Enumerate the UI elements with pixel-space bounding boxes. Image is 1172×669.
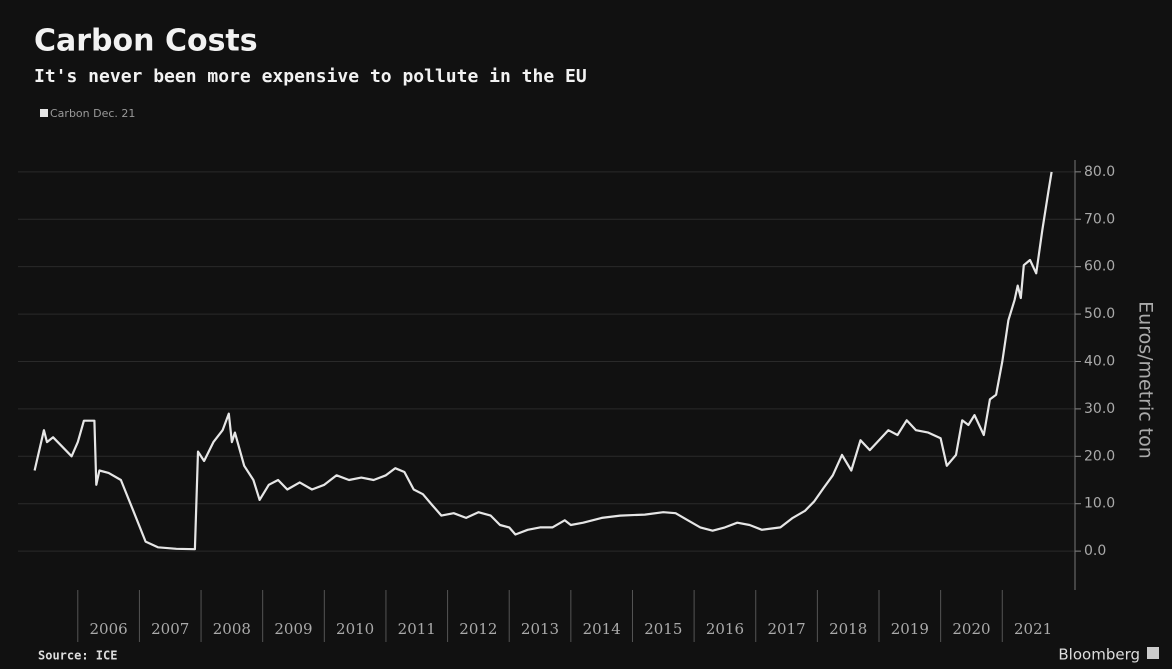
x-tick-label: 2006 — [90, 620, 128, 638]
y-tick-label: 0.0 — [1084, 543, 1106, 559]
x-tick-label: 2013 — [521, 620, 559, 638]
x-tick-label: 2021 — [1014, 620, 1052, 638]
x-tick-label: 2007 — [151, 620, 189, 638]
y-tick-label: 40.0 — [1084, 353, 1115, 369]
x-tick-label: 2014 — [583, 620, 621, 638]
x-tick-label: 2017 — [767, 620, 805, 638]
legend-swatch — [40, 109, 48, 117]
x-tick-label: 2016 — [706, 620, 744, 638]
y-tick-label: 70.0 — [1084, 211, 1115, 227]
x-tick-label: 2008 — [213, 620, 251, 638]
x-tick-label: 2018 — [829, 620, 867, 638]
x-tick-label: 2020 — [952, 620, 990, 638]
y-axis-label: Euros/metric ton — [1135, 301, 1157, 459]
source: Source: ICE — [38, 649, 117, 663]
x-tick-label: 2010 — [336, 620, 374, 638]
x-tick-label: 2019 — [891, 620, 929, 638]
y-tick-label: 60.0 — [1084, 259, 1115, 275]
y-tick-label: 20.0 — [1084, 448, 1115, 464]
brand: Bloomberg — [1058, 646, 1140, 664]
y-tick-label: 10.0 — [1084, 496, 1115, 512]
brand-logo — [1147, 647, 1159, 659]
legend-label: Carbon Dec. 21 — [50, 107, 135, 120]
chart-subtitle: It's never been more expensive to pollut… — [34, 66, 587, 87]
y-tick-label: 80.0 — [1084, 164, 1115, 180]
x-tick-label: 2009 — [274, 620, 312, 638]
x-tick-label: 2011 — [398, 620, 436, 638]
series-line — [33, 171, 1053, 551]
y-tick-label: 30.0 — [1084, 401, 1115, 417]
x-tick-label: 2012 — [459, 620, 497, 638]
y-tick-label: 50.0 — [1084, 306, 1115, 322]
chart-title: Carbon Costs — [34, 24, 258, 59]
x-tick-label: 2015 — [644, 620, 682, 638]
